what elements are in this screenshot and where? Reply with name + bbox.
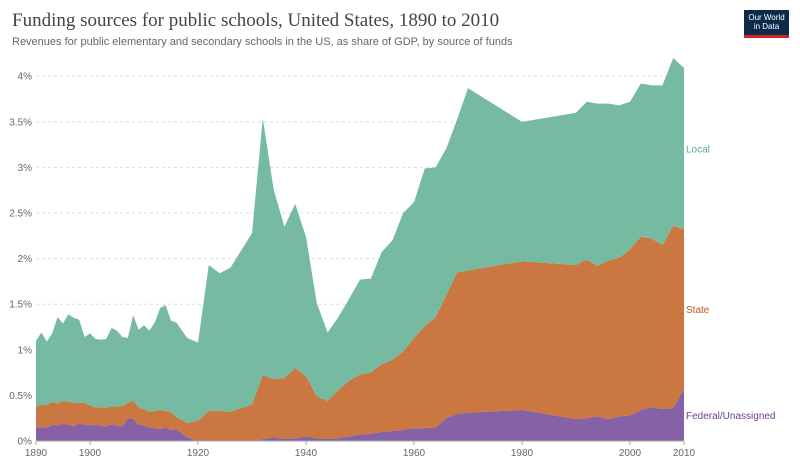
x-tick-label: 1960 bbox=[403, 448, 426, 459]
y-tick-label: 3% bbox=[18, 163, 33, 174]
chart-subtitle: Revenues for public elementary and secon… bbox=[12, 36, 513, 48]
series-label-local: Local bbox=[686, 145, 710, 156]
x-tick-label: 2010 bbox=[673, 448, 696, 459]
x-tick-label: 1940 bbox=[295, 448, 318, 459]
y-tick-label: 1.5% bbox=[9, 300, 32, 311]
y-tick-label: 0% bbox=[18, 437, 33, 448]
series-label-federal-unassigned: Federal/Unassigned bbox=[686, 411, 776, 422]
y-tick-label: 3.5% bbox=[9, 117, 32, 128]
area-state bbox=[36, 225, 684, 441]
y-tick-label: 2.5% bbox=[9, 209, 32, 220]
area-federal-unassigned bbox=[36, 389, 684, 441]
y-tick-label: 0.5% bbox=[9, 391, 32, 402]
logo-line-1: Our World bbox=[748, 13, 785, 22]
chart-title: Funding sources for public schools, Unit… bbox=[12, 10, 500, 31]
logo-line-2: in Data bbox=[753, 22, 780, 31]
y-tick-label: 1% bbox=[18, 345, 33, 356]
x-tick-label: 1920 bbox=[187, 448, 210, 459]
y-tick-label: 4% bbox=[18, 72, 33, 83]
x-tick-label: 2000 bbox=[619, 448, 642, 459]
x-tick-label: 1900 bbox=[79, 448, 102, 459]
x-tick-label: 1980 bbox=[511, 448, 534, 459]
x-tick-label: 1890 bbox=[25, 448, 48, 459]
owid-logo[interactable]: Our World in Data bbox=[744, 10, 789, 38]
area-local bbox=[36, 58, 684, 423]
y-tick-label: 2% bbox=[18, 254, 33, 265]
series-label-state: State bbox=[686, 305, 710, 316]
